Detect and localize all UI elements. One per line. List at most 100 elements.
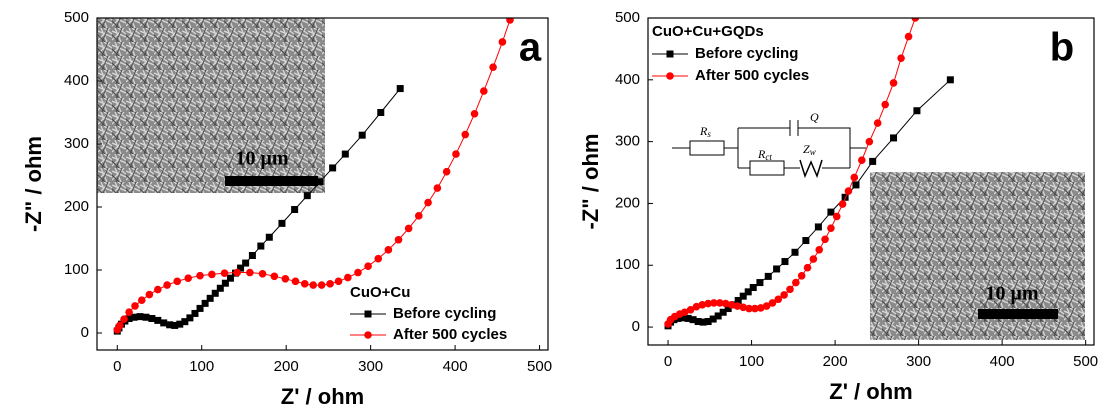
data-point [404, 224, 413, 233]
data-point [154, 316, 162, 324]
data-point [281, 275, 290, 283]
legend-title: CuO+Cu [350, 284, 410, 301]
data-point [220, 269, 229, 277]
data-point [394, 235, 403, 244]
data-point [744, 288, 752, 296]
data-point [698, 301, 707, 309]
x-axis-label: Z' / ohm [281, 384, 364, 409]
data-point [221, 279, 229, 287]
data-point [257, 242, 265, 250]
data-point [291, 277, 300, 286]
y-tick-label: 400 [64, 72, 89, 89]
data-point [802, 237, 810, 245]
data-point [821, 235, 829, 244]
y-tick-label: 300 [615, 133, 640, 150]
data-point [131, 302, 139, 310]
legend-marker [666, 50, 674, 58]
legend-marker [666, 72, 674, 80]
data-point [137, 296, 146, 305]
x-tick-label: 300 [906, 353, 931, 370]
data-point [841, 193, 849, 201]
inset-image [97, 18, 325, 193]
data-point [889, 79, 898, 87]
data-point [797, 271, 806, 280]
y-tick-label: 0 [632, 318, 640, 335]
data-point [716, 299, 724, 307]
circuit-wire [672, 127, 866, 169]
data-point [710, 299, 718, 307]
data-point [739, 292, 747, 300]
warburg [799, 159, 823, 179]
data-point [865, 137, 874, 146]
data-point [745, 304, 753, 313]
data-point [827, 224, 835, 232]
data-point [773, 265, 781, 273]
data-point [142, 313, 150, 321]
data-point [913, 107, 921, 115]
data-point [452, 150, 460, 158]
data-point [433, 184, 442, 192]
data-point [163, 281, 171, 289]
circuit-label: Zw [803, 142, 816, 157]
data-point [148, 315, 156, 323]
data-point [364, 262, 372, 271]
data-point [684, 314, 692, 322]
data-point [216, 284, 224, 292]
plot-frame [96, 17, 549, 351]
data-point [414, 212, 423, 220]
data-point [480, 87, 488, 95]
plot-frame [647, 17, 1095, 346]
y-tick-label: 300 [64, 135, 89, 152]
data-point [786, 285, 794, 294]
data-point [756, 304, 765, 312]
scale-bar [225, 176, 318, 186]
y-tick-label: 200 [64, 198, 89, 215]
data-point [489, 63, 497, 71]
data-point [300, 280, 309, 288]
panel: 10 μm 0 100 200 300 400 500 0 100 200 300 400 500 Z' … [21, 9, 552, 409]
data-point [291, 206, 299, 214]
data-point [704, 318, 712, 326]
legend-label: Before cycling [695, 45, 798, 62]
x-tick-label: 500 [1073, 353, 1098, 370]
scale-label: 10 μm [986, 283, 1039, 305]
data-point [733, 302, 742, 310]
data-point [827, 208, 835, 216]
data-point [739, 303, 748, 312]
circuit-label-main: Z [803, 142, 810, 156]
legend-label: After 500 cycles [695, 67, 809, 84]
data-point [470, 109, 479, 118]
data-point [354, 268, 362, 277]
circuit [672, 120, 866, 179]
data-point [377, 108, 385, 116]
data-point [326, 280, 334, 288]
data-point [374, 254, 383, 263]
resistor [689, 140, 725, 156]
data-point [680, 308, 689, 317]
data-point [734, 296, 742, 304]
data-point [166, 321, 174, 329]
data-point [258, 269, 267, 278]
data-point [145, 290, 154, 299]
data-point [719, 308, 727, 316]
data-point [858, 156, 866, 164]
data-point [692, 302, 701, 311]
legend-marker [364, 310, 372, 318]
x-tick-label: 0 [664, 353, 672, 370]
circuit-label-sub: ct [765, 152, 772, 162]
y-tick-label: 100 [615, 256, 640, 273]
panel-label: b [1050, 26, 1074, 70]
data-point [120, 315, 128, 323]
x-tick-label: 100 [189, 358, 214, 375]
data-point [781, 258, 789, 266]
y-tick-label: 500 [615, 9, 640, 26]
y-tick-label: 400 [615, 71, 640, 88]
data-point [191, 309, 199, 317]
data-point [201, 299, 209, 307]
data-point [270, 272, 279, 281]
y-tick-label: 200 [615, 194, 640, 211]
data-point [699, 318, 707, 326]
y-tick-label: 500 [64, 9, 89, 26]
data-point [329, 164, 337, 172]
